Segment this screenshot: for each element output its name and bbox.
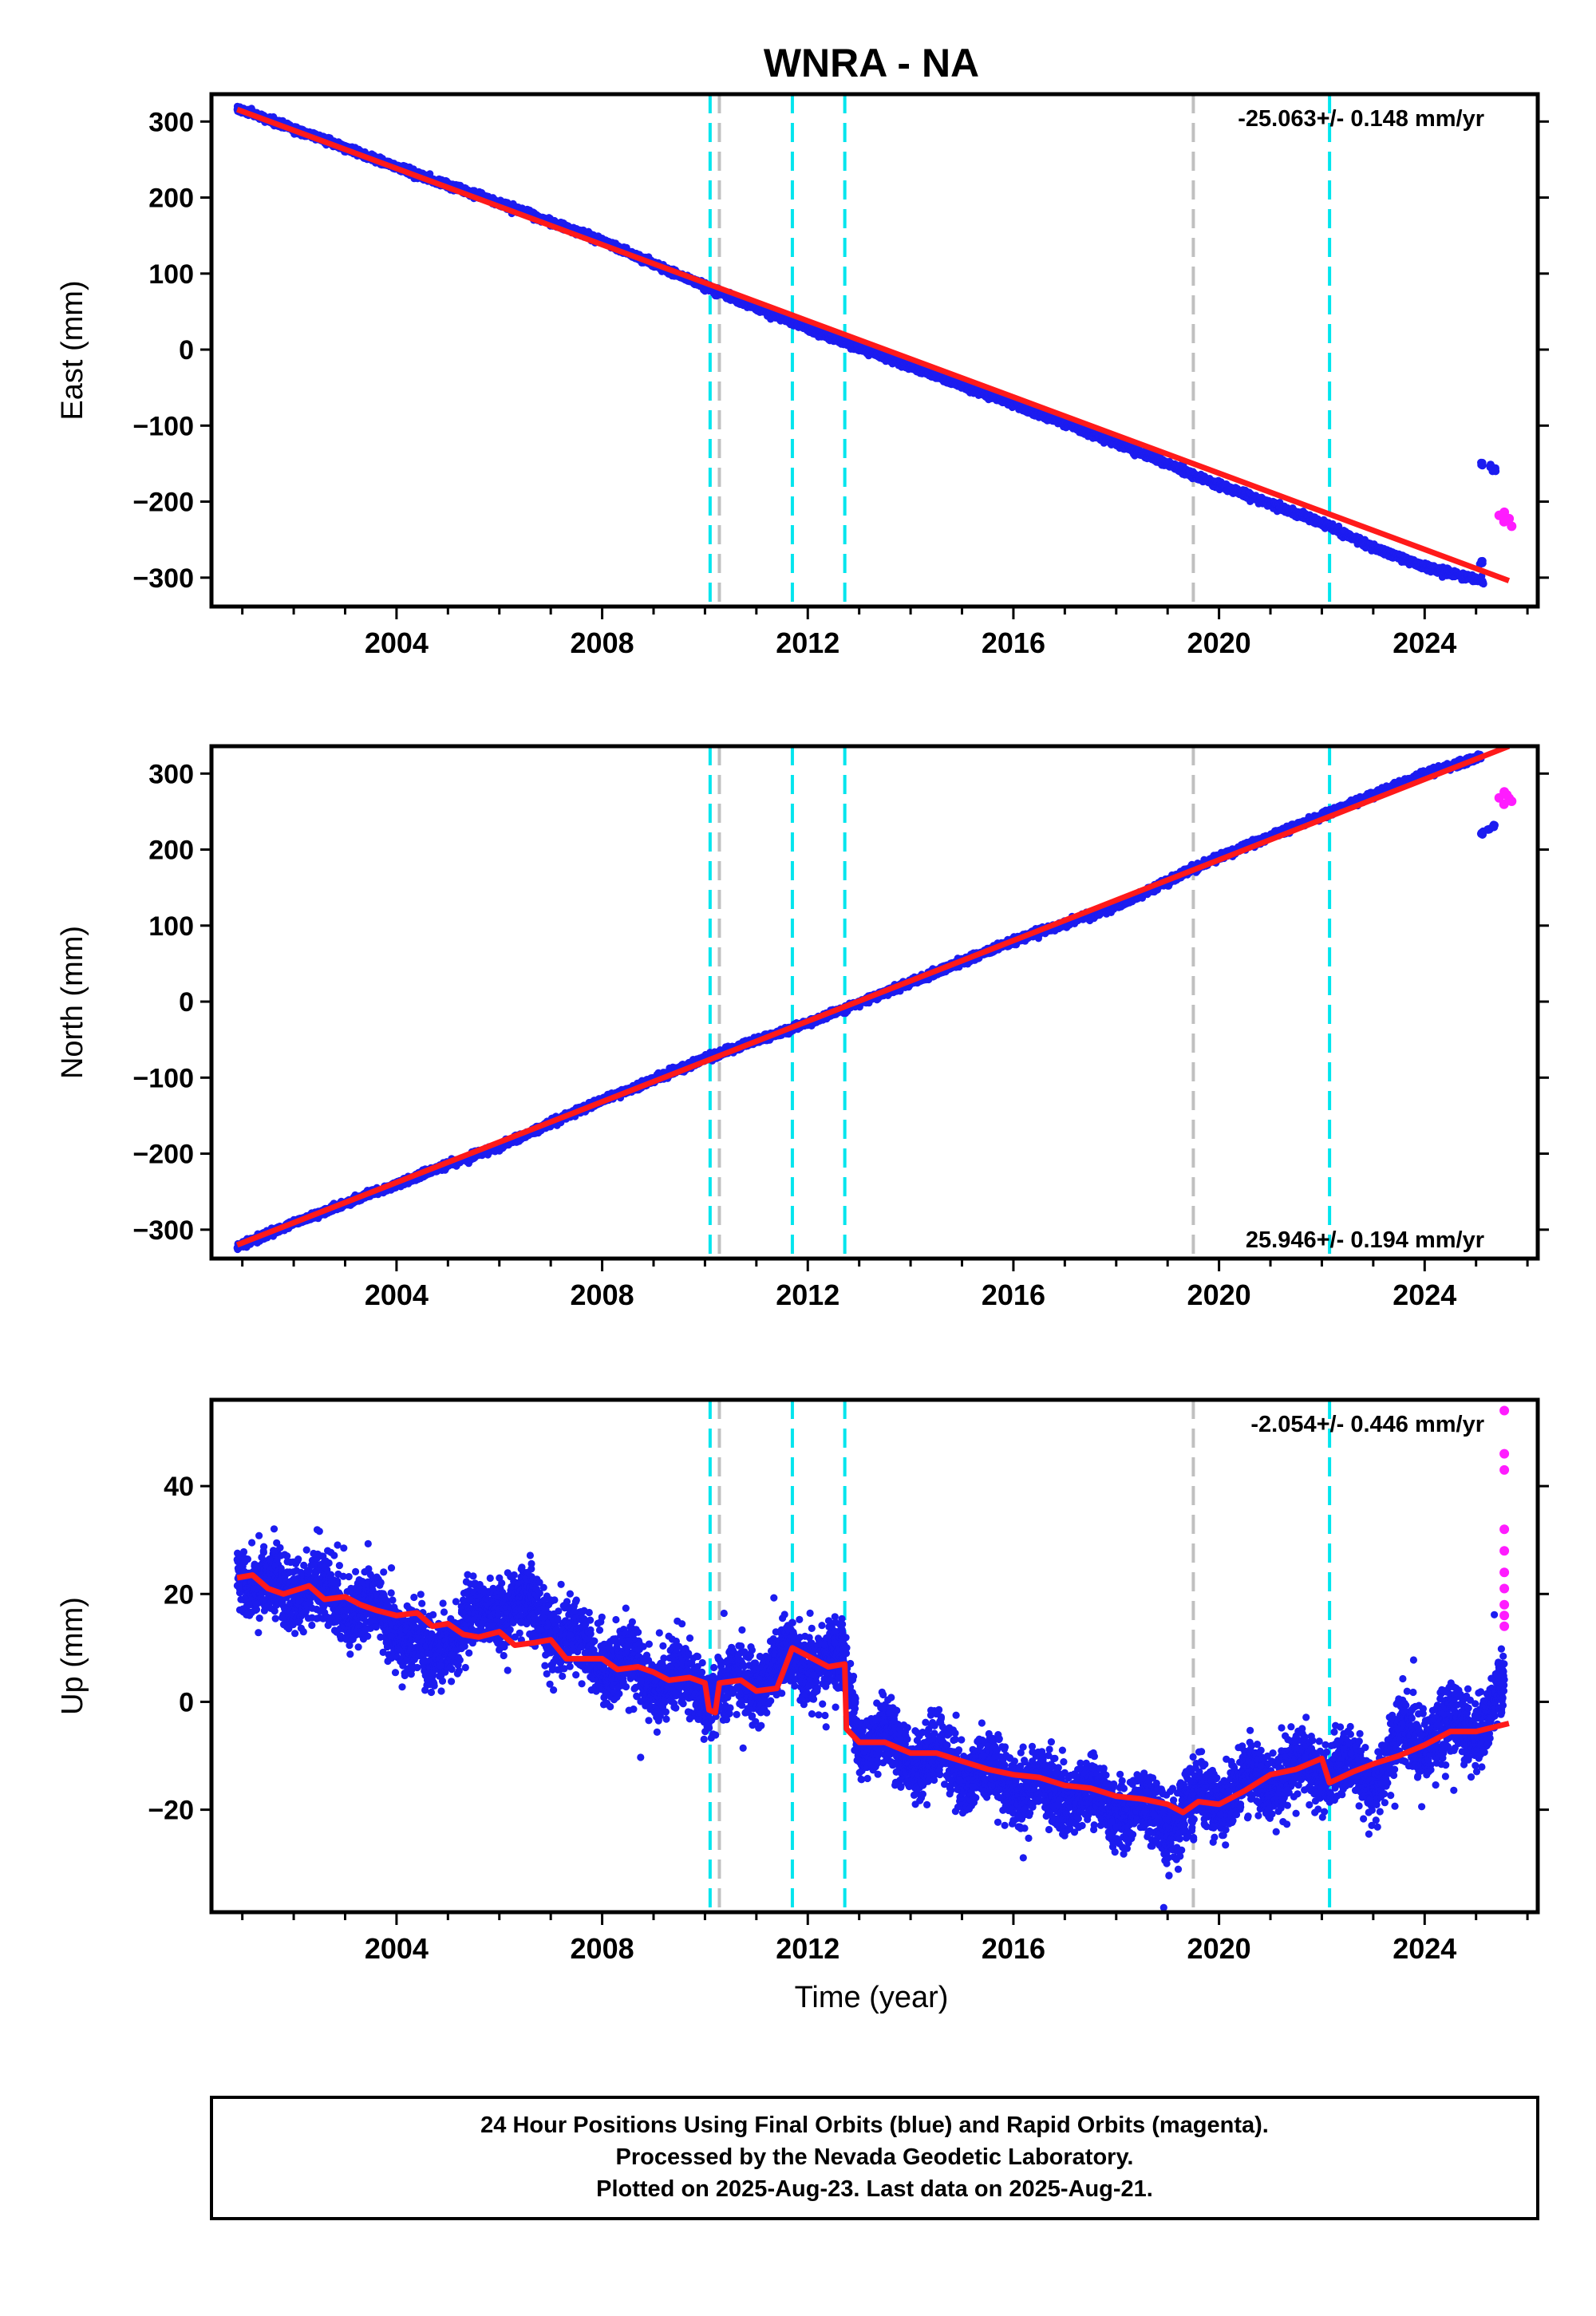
- chart-title: WNRA - NA: [764, 41, 979, 85]
- east-plot-area: [233, 94, 1517, 607]
